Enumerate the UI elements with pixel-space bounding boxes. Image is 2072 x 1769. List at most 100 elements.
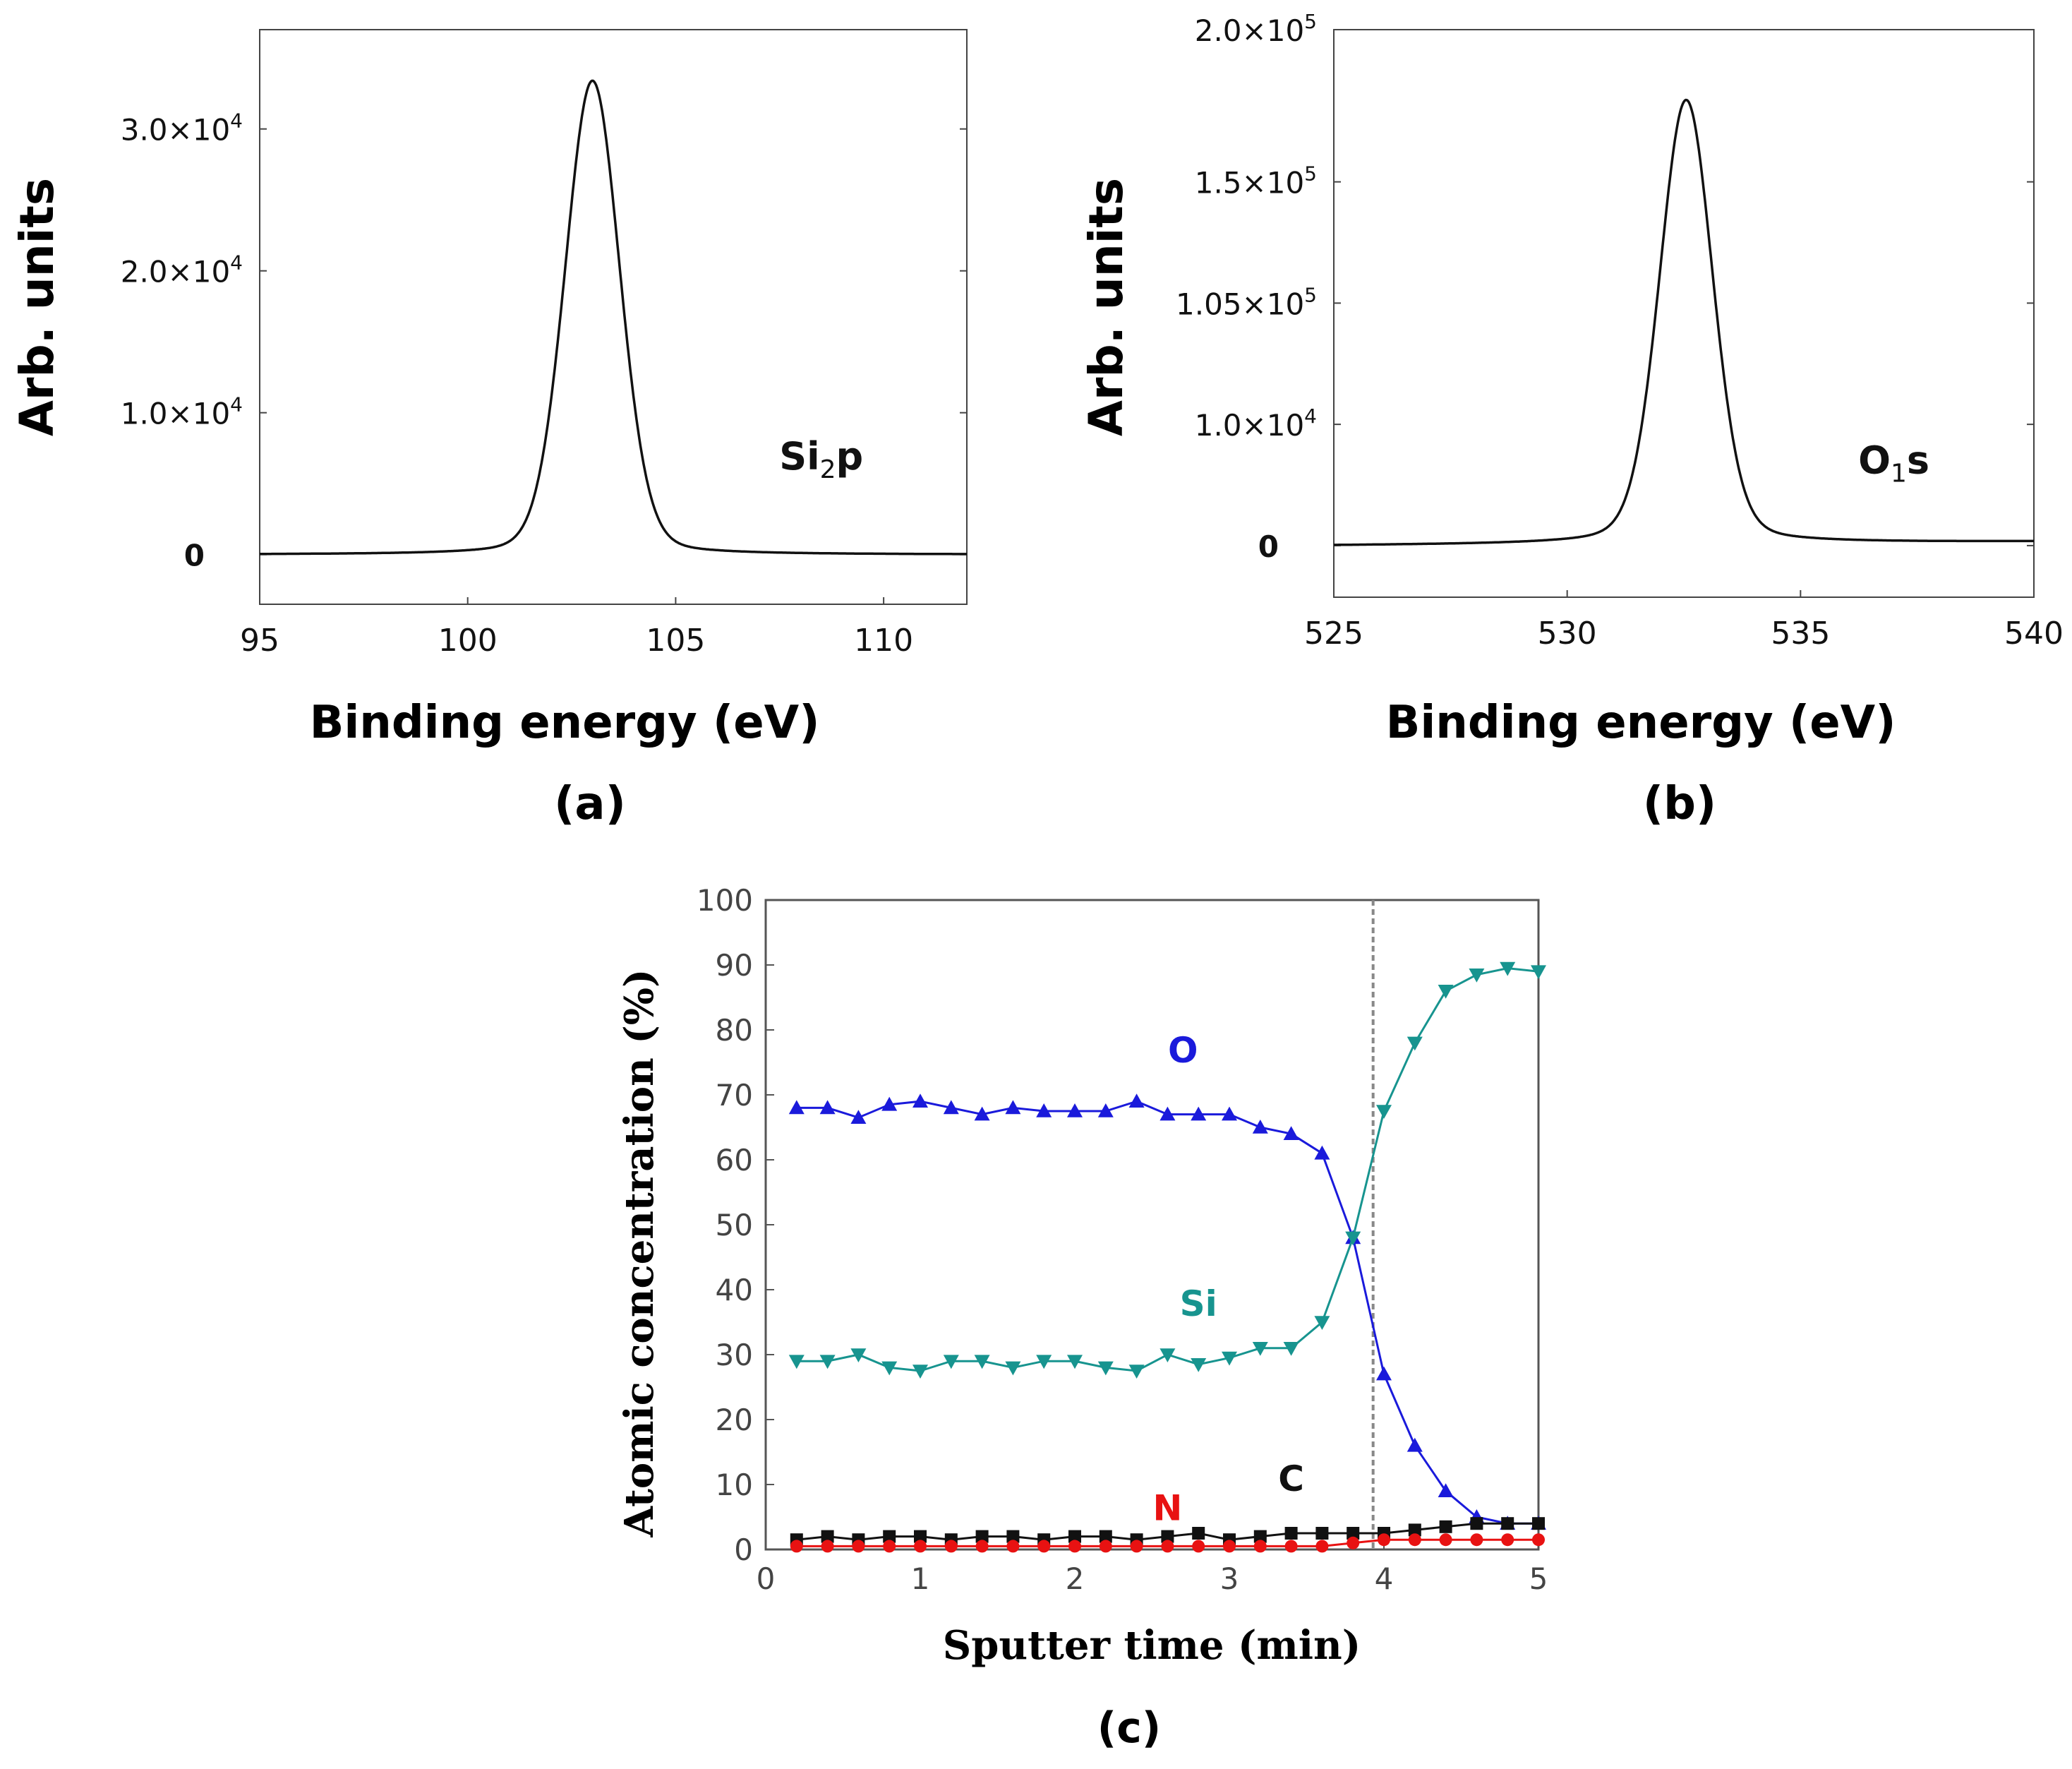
series-o-point xyxy=(1160,1106,1176,1121)
panel-a-xlabel: Binding energy (eV) xyxy=(310,697,820,749)
series-o-point xyxy=(1252,1120,1268,1134)
panel-c-y-tick-label: 70 xyxy=(716,1078,753,1113)
panel-b-ylabel: Arb. units xyxy=(1079,178,1133,436)
panel-c-y-tick-label: 20 xyxy=(716,1403,753,1437)
series-si-point xyxy=(1252,1342,1268,1356)
series-c-point xyxy=(1470,1517,1483,1530)
series-si-point xyxy=(1314,1316,1330,1330)
series-o-point xyxy=(1222,1106,1237,1121)
series-c-point xyxy=(1284,1527,1298,1540)
series-o-label: O xyxy=(1168,1030,1198,1071)
panel-b-x-tick-label: 535 xyxy=(1771,616,1830,652)
series-c-point xyxy=(1315,1527,1329,1540)
series-o-point xyxy=(1097,1103,1114,1117)
series-si-point xyxy=(1128,1365,1145,1379)
series-si-point xyxy=(1407,1036,1423,1051)
series-c-point xyxy=(883,1530,896,1543)
series-c-point xyxy=(1099,1530,1112,1543)
series-o-point xyxy=(1438,1483,1454,1497)
series-si-point xyxy=(819,1355,836,1369)
series-si-point xyxy=(1500,961,1516,976)
series-n-point xyxy=(1161,1540,1174,1553)
panel-c-y-tick-label: 40 xyxy=(716,1273,753,1307)
series-o-point xyxy=(1128,1093,1145,1108)
series-si-point xyxy=(1438,985,1454,999)
series-si-point xyxy=(912,1365,928,1379)
panel-b-x-tick-label: 530 xyxy=(1538,616,1597,652)
series-o-point xyxy=(850,1110,867,1124)
series-o-point xyxy=(881,1096,898,1111)
series-si-point xyxy=(1160,1348,1176,1362)
panel-b-x-tick-label: 540 xyxy=(2004,616,2064,652)
series-o-point xyxy=(1376,1366,1392,1381)
series-c-point xyxy=(1192,1527,1205,1540)
series-n-point xyxy=(1378,1533,1390,1547)
series-n-point xyxy=(1068,1540,1081,1553)
panel-b-label: (b) xyxy=(1643,778,1716,830)
panel-a-y-axis-title: Arb. units xyxy=(10,178,64,436)
panel-a-peak-annotation: Si2p xyxy=(779,434,863,484)
series-n-point xyxy=(1192,1540,1205,1553)
series-si-point xyxy=(850,1348,867,1362)
series-o-point xyxy=(819,1100,836,1115)
panel-b-plot-frame xyxy=(1333,29,2035,598)
series-o-point xyxy=(974,1106,990,1121)
panel-c-y-tick-label: 30 xyxy=(716,1338,753,1372)
series-c-point xyxy=(1068,1530,1081,1543)
panel-c-y-tick-label: 10 xyxy=(716,1468,753,1502)
series-o-point xyxy=(1283,1126,1299,1140)
panel-a-x-tick-label: 110 xyxy=(854,623,913,659)
series-n-point xyxy=(1099,1540,1112,1553)
series-n-point xyxy=(1439,1533,1452,1547)
series-o-point xyxy=(788,1100,805,1115)
panel-b-peak-annotation: O1s xyxy=(1858,438,1929,488)
panel-a-label: (a) xyxy=(554,778,626,830)
series-c-point xyxy=(914,1530,927,1543)
panel-b-xlabel: Binding energy (eV) xyxy=(1386,697,1896,749)
series-c-point xyxy=(1408,1523,1421,1537)
series-n-point xyxy=(914,1540,927,1553)
panel-c-ylabel: Atomic concentration (%) xyxy=(616,969,663,1538)
series-n-point xyxy=(1532,1533,1545,1547)
panel-c-y-tick-label: 90 xyxy=(716,948,753,983)
panel-b-y-tick-label: 2.0×105 xyxy=(1195,10,1317,48)
panel-a-y-tick-label: 2.0×104 xyxy=(121,251,243,289)
series-n-point xyxy=(1470,1533,1483,1547)
panel-a-x-tick-label: 100 xyxy=(438,623,498,659)
series-c-point xyxy=(1439,1520,1452,1533)
series-o-point xyxy=(912,1093,928,1108)
series-o-point xyxy=(943,1100,959,1115)
series-o-point xyxy=(1407,1437,1423,1452)
series-si-point xyxy=(1345,1231,1361,1246)
series-c-point xyxy=(1347,1527,1360,1540)
series-c-point xyxy=(1253,1530,1267,1543)
panel-c-x-tick-label: 2 xyxy=(1066,1561,1085,1596)
series-n-point xyxy=(975,1540,989,1553)
panel-a-xps-si2p: Arb. units Binding energy (eV) (a) 95 100… xyxy=(10,29,968,830)
series-n-point xyxy=(1223,1540,1236,1553)
series-si-label: Si xyxy=(1180,1283,1217,1324)
series-n-point xyxy=(1130,1540,1143,1553)
panel-c-y-tick-label: 0 xyxy=(734,1533,753,1567)
series-o-point xyxy=(1036,1103,1052,1117)
panel-b-x-tick-label: 525 xyxy=(1304,616,1363,652)
series-o-point xyxy=(1005,1100,1021,1115)
panel-a-y-tick-label: 3.0×104 xyxy=(121,109,243,148)
panel-a-y-tick-label: 1.0×104 xyxy=(121,393,243,431)
panel-c-y-tick-label: 50 xyxy=(716,1208,753,1242)
series-n-point xyxy=(1347,1536,1360,1549)
series-c-point xyxy=(821,1530,834,1543)
series-si-point xyxy=(974,1355,990,1369)
series-si-point xyxy=(1222,1351,1237,1366)
panel-b-y-tick-label: 1.5×105 xyxy=(1195,162,1317,200)
panel-a-spectrum-line xyxy=(260,79,967,556)
series-si-point xyxy=(1067,1355,1083,1369)
panel-c-y-tick-label: 60 xyxy=(716,1143,753,1177)
series-n-point xyxy=(1284,1540,1298,1553)
series-si-point xyxy=(1376,1105,1392,1119)
panel-b-y-tick-label: 1.0×104 xyxy=(1195,404,1317,443)
series-o-point xyxy=(1314,1145,1330,1160)
panel-c-label: (c) xyxy=(1097,1703,1161,1753)
series-n-point xyxy=(1037,1540,1051,1553)
